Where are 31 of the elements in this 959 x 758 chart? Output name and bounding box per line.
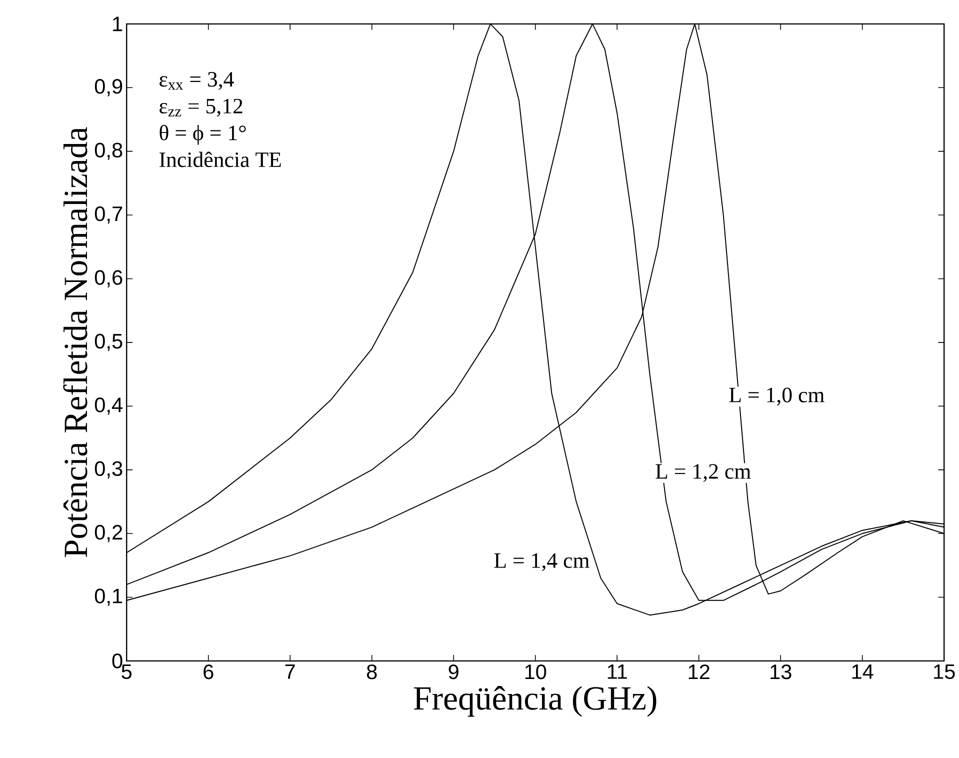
x-tick-label: 12 — [688, 664, 710, 680]
y-tick-label: 0,3 — [94, 461, 122, 479]
annotation: Incidência TE — [160, 152, 281, 168]
x-tick-label: 9 — [448, 664, 458, 680]
x-tick-label: 6 — [204, 664, 214, 680]
x-tick-label: 15 — [934, 664, 955, 680]
annotation: ε$_{xx}$ = 3,4 — [160, 72, 234, 90]
annotation: ε$_{zz}$ = 5,12 — [160, 99, 242, 117]
annotation: θ = ϕ = 1° — [160, 125, 246, 145]
x-tick-label: 13 — [770, 664, 792, 680]
y-tick-label: 0,6 — [94, 270, 122, 288]
y-tick-label: 0,4 — [94, 398, 122, 415]
x-tick-label: 10 — [525, 664, 546, 680]
x-tick-label: 7 — [285, 664, 295, 679]
series-label: L = 1,0 cm — [729, 388, 824, 406]
y-tick-label: 1 — [113, 16, 122, 32]
y-tick-label: 0 — [112, 654, 122, 668]
y-tick-label: 0,2 — [94, 525, 122, 542]
x-tick-label: 11 — [608, 664, 627, 679]
y-axis-title: Potência Refletida Normalizada — [63, 127, 88, 558]
series-label: L = 1,2 cm — [656, 464, 751, 482]
series-label: L = 1,4 cm — [494, 553, 590, 572]
x-tick-label: 5 — [122, 664, 132, 680]
x-tick-label: 8 — [366, 664, 377, 680]
x-axis-title: Freqüência (GHz) — [414, 686, 656, 717]
x-tick-label: 14 — [852, 664, 874, 679]
y-tick-label: 0,5 — [94, 334, 122, 352]
y-tick-label: 0,1 — [94, 588, 122, 606]
y-tick-label: 0,8 — [94, 142, 122, 160]
y-tick-label: 0,9 — [94, 79, 122, 96]
y-tick-label: 0,7 — [94, 206, 122, 224]
